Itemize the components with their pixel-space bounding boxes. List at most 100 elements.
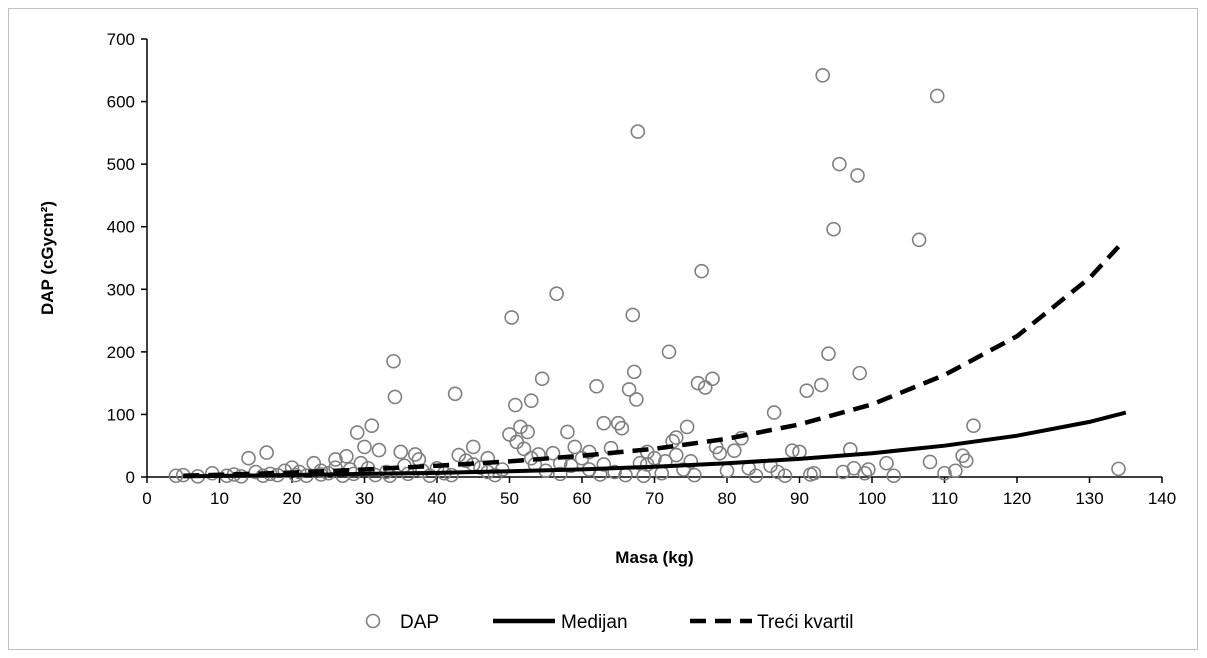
dap-point <box>726 443 742 459</box>
x-tick-label: 10 <box>210 489 229 508</box>
dap-point <box>451 447 467 463</box>
x-tick-label: 110 <box>931 489 958 508</box>
dap-point <box>852 365 867 381</box>
dap-point <box>712 445 728 461</box>
legend: DAP Medijan Treći kvartil <box>365 612 853 633</box>
dap-point <box>832 156 847 172</box>
dap-point <box>958 453 974 469</box>
dap-point <box>766 405 782 420</box>
medijan-line <box>183 410 1127 479</box>
dap-point <box>813 377 829 393</box>
dap-point <box>534 371 550 387</box>
dap-point <box>563 458 579 474</box>
dap-point <box>444 467 459 483</box>
legend-label: Treći kvartil <box>757 612 853 633</box>
dap-point <box>502 427 517 442</box>
dap-point <box>447 386 463 402</box>
dap-point <box>545 445 561 461</box>
dap-point <box>777 468 793 484</box>
dap-point <box>626 364 642 380</box>
dap-point <box>697 380 713 395</box>
dap-point <box>861 462 876 477</box>
x-tick-label: 40 <box>428 489 447 508</box>
x-tick-label: 30 <box>355 489 374 508</box>
dap-point <box>668 447 684 463</box>
dap-point <box>357 439 372 455</box>
dap-point <box>770 464 786 480</box>
dap-point <box>654 465 670 481</box>
dap-point <box>937 465 952 481</box>
dap-point <box>520 424 535 440</box>
trend-lines <box>183 245 1127 479</box>
dap-points <box>168 67 1126 484</box>
y-tick-label: 500 <box>107 155 135 174</box>
dap-point <box>465 439 481 455</box>
dap-point <box>596 457 612 472</box>
dap-point <box>516 441 532 457</box>
dap-point <box>589 378 604 394</box>
dap-point <box>683 454 699 469</box>
dap-point <box>607 464 622 480</box>
y-tick-label: 600 <box>107 93 135 112</box>
x-tick-label: 80 <box>718 489 737 508</box>
dap-point <box>911 232 927 248</box>
dap-point <box>504 310 519 325</box>
dap-point <box>387 389 403 405</box>
x-tick-label: 100 <box>858 489 886 508</box>
dap-point <box>826 221 841 237</box>
dap-point <box>473 460 488 475</box>
y-ticks: 0 100 200 300 400 500 600 700 <box>107 30 147 487</box>
dap-point <box>815 67 831 83</box>
dap-point <box>241 450 256 466</box>
y-tick-label: 700 <box>107 30 135 49</box>
dap-point <box>806 465 822 481</box>
dap-point <box>625 307 641 323</box>
dap-point <box>679 419 695 435</box>
dap-point <box>668 430 684 445</box>
dap-point <box>630 124 646 139</box>
x-ticks: 0 10 20 30 40 50 60 70 80 90 100 110 120 130 140 <box>142 477 1176 508</box>
dap-point <box>694 263 709 279</box>
dap-point <box>581 444 597 460</box>
x-tick-label: 120 <box>1003 489 1031 508</box>
dap-point <box>784 443 800 459</box>
y-tick-label: 0 <box>126 468 135 487</box>
dap-point <box>705 371 720 387</box>
dap-point <box>614 420 630 436</box>
legend-dap-symbol <box>365 613 381 629</box>
x-tick-label: 50 <box>500 489 519 508</box>
x-tick-label: 130 <box>1075 489 1103 508</box>
x-tick-label: 90 <box>790 489 809 508</box>
dap-point <box>639 457 655 472</box>
dap-point <box>886 468 902 484</box>
dap-point <box>948 463 963 479</box>
x-tick-label: 140 <box>1148 489 1176 508</box>
dap-point <box>328 452 343 467</box>
dap-point <box>513 419 528 435</box>
dap-point <box>168 468 184 484</box>
legend-label: Medijan <box>561 612 628 633</box>
x-tick-label: 0 <box>142 489 151 508</box>
dap-point <box>1111 461 1126 477</box>
treci-kvartil-line <box>183 245 1121 478</box>
y-tick-label: 200 <box>107 343 135 362</box>
dap-point <box>821 346 836 362</box>
dap-point <box>850 168 865 183</box>
dap-point <box>596 415 612 431</box>
dap-point <box>552 466 568 482</box>
x-tick-label: 20 <box>283 489 302 508</box>
axes <box>146 39 1162 478</box>
x-tick-label: 70 <box>645 489 664 508</box>
chart-frame: 0 100 200 300 400 500 600 700 0 10 20 30 40 50 60 70 80… <box>8 8 1198 650</box>
dap-point <box>879 455 894 471</box>
dap-point <box>349 425 365 440</box>
scatter-chart: 0 100 200 300 400 500 600 700 0 10 20 30 40 50 60 70 80… <box>38 30 1176 633</box>
dap-point <box>719 463 735 479</box>
dap-point <box>339 449 354 464</box>
dap-point <box>857 465 873 481</box>
dap-point <box>523 393 539 408</box>
dap-point <box>922 454 938 470</box>
dap-point <box>687 467 702 483</box>
y-tick-label: 100 <box>107 405 135 424</box>
dap-point <box>259 445 274 460</box>
